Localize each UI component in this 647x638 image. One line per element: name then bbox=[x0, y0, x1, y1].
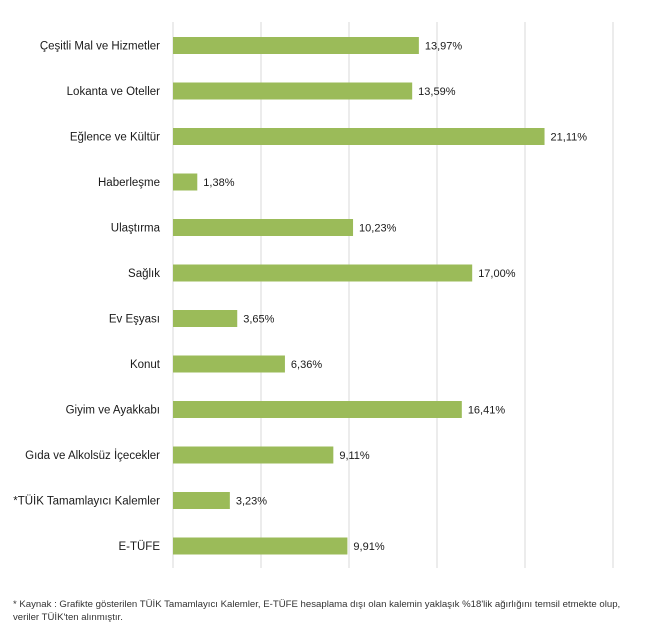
labels: Çeşitli Mal ve Hizmetler 13,97% Lokanta ve… bbox=[13, 41, 587, 554]
bar bbox=[173, 355, 285, 373]
value-label: 16,41% bbox=[468, 405, 506, 417]
gridlines bbox=[172, 22, 614, 568]
category-label: Sağlık bbox=[128, 268, 160, 280]
value-label: 13,59% bbox=[418, 86, 456, 98]
category-label: E-TÜFE bbox=[118, 541, 160, 553]
category-label: Giyim ve Ayakkabı bbox=[66, 405, 160, 417]
bar bbox=[173, 219, 354, 236]
value-label: 9,11% bbox=[339, 450, 370, 462]
category-label: Eğlence ve Kültür bbox=[70, 132, 160, 144]
bar bbox=[173, 401, 462, 418]
value-label: 13,97% bbox=[425, 41, 463, 53]
bar bbox=[173, 446, 334, 464]
bar bbox=[173, 492, 230, 509]
value-label: 1,38% bbox=[203, 177, 234, 189]
value-label: 6,36% bbox=[291, 359, 322, 371]
value-label: 3,23% bbox=[236, 496, 267, 508]
bars bbox=[173, 37, 545, 555]
value-label: 21,11% bbox=[551, 132, 588, 144]
category-label: Gıda ve Alkolsüz İçecekler bbox=[25, 449, 160, 462]
bar bbox=[173, 310, 238, 327]
value-label: 17,00% bbox=[478, 268, 516, 280]
value-label: 9,91% bbox=[353, 541, 384, 553]
category-label: Konut bbox=[130, 359, 161, 371]
bar bbox=[173, 264, 473, 282]
bar bbox=[173, 128, 545, 145]
bar bbox=[173, 82, 413, 100]
bar-chart: Çeşitli Mal ve Hizmetler 13,97% Lokanta ve… bbox=[13, 22, 614, 568]
category-label: Ulaştırma bbox=[111, 223, 161, 235]
bar bbox=[173, 537, 348, 555]
value-label: 3,65% bbox=[243, 314, 274, 326]
value-label: 10,23% bbox=[359, 223, 397, 235]
category-label: Çeşitli Mal ve Hizmetler bbox=[40, 41, 160, 53]
category-label: Haberleşme bbox=[98, 177, 160, 189]
category-label: Ev Eşyası bbox=[109, 314, 160, 326]
source-footnote: * Kaynak : Grafikte gösterilen TÜİK Tama… bbox=[13, 599, 621, 623]
bar bbox=[173, 173, 198, 191]
bar bbox=[173, 37, 419, 54]
category-label: *TÜİK Tamamlayıcı Kalemler bbox=[13, 495, 160, 508]
category-label: Lokanta ve Oteller bbox=[67, 86, 161, 98]
